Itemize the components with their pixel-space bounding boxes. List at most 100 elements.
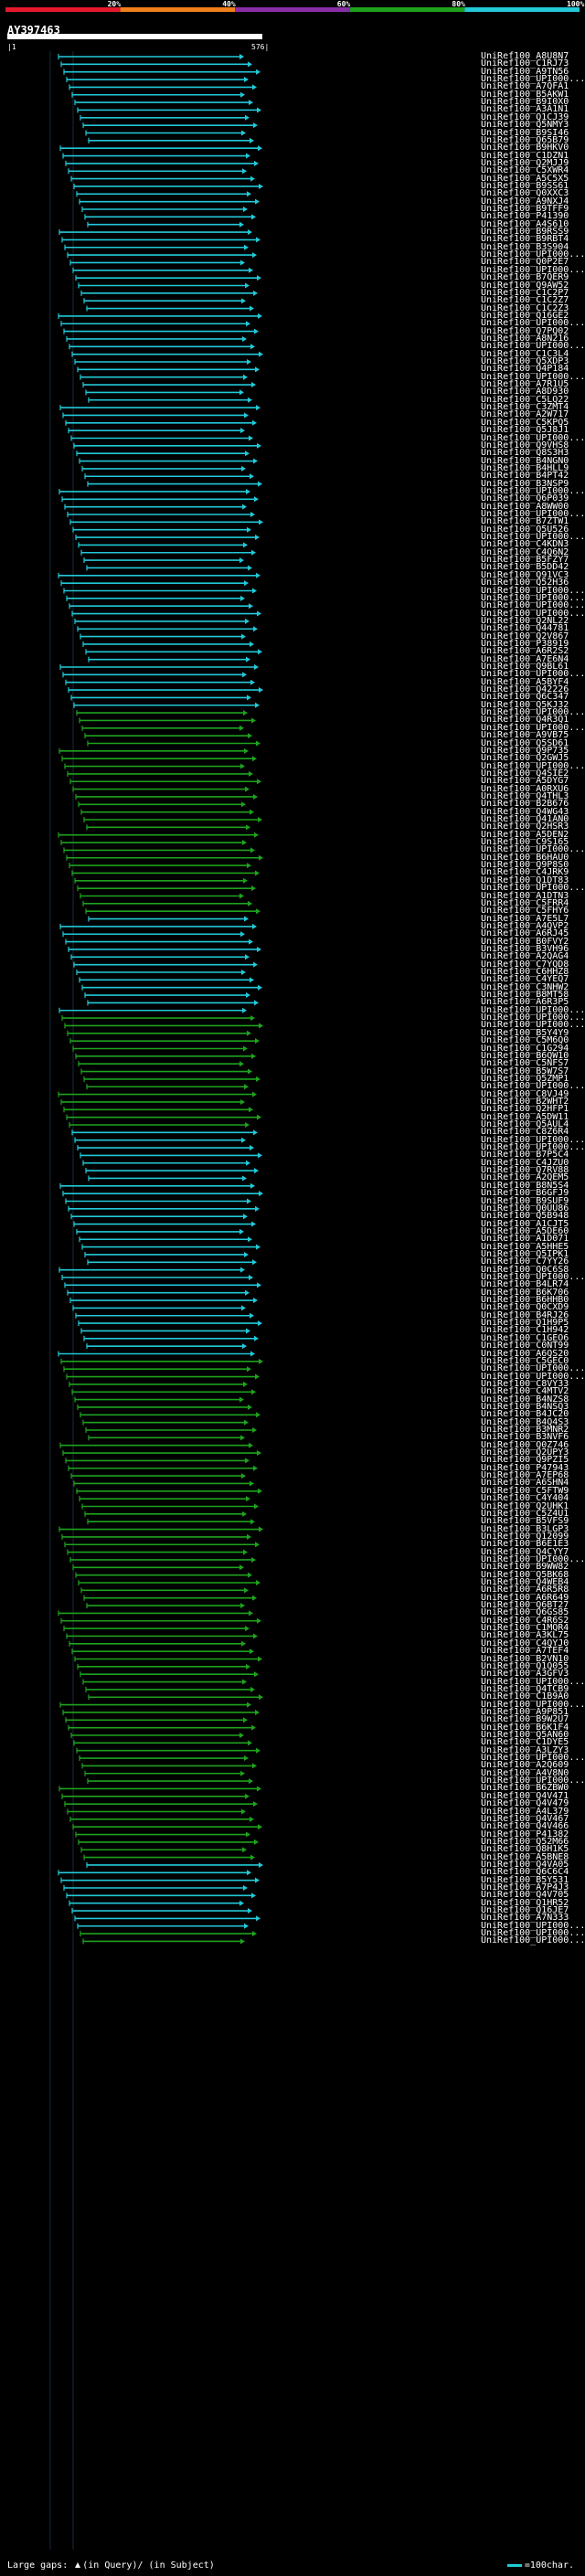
hit-label[interactable]: UniRef100_B9W2U7 <box>481 1714 569 1725</box>
hit-label[interactable]: UniRef100_B4NSQ3 <box>481 1401 569 1412</box>
hit-label[interactable]: UniRef100_Q9P8S0 <box>481 860 569 871</box>
hit-label[interactable]: UniRef100_UPI000... <box>481 532 585 543</box>
hit-label[interactable]: UniRef100_A7N333 <box>481 1913 569 1924</box>
hit-label[interactable]: UniRef100_A6R649 <box>481 1592 569 1603</box>
hit-label[interactable]: UniRef100_UPI000... <box>481 600 585 611</box>
hit-label[interactable]: UniRef100_B2WHT2 <box>481 1096 569 1107</box>
hit-label[interactable]: UniRef100_C1GEO6 <box>481 1332 569 1343</box>
hit-label[interactable]: UniRef100_C5M6Q0 <box>481 1035 569 1046</box>
hit-label[interactable]: UniRef100_Q52H36 <box>481 578 569 588</box>
hit-label[interactable]: UniRef100_Q5AUL4 <box>481 1119 569 1129</box>
hit-label[interactable]: UniRef100_C1DYE5 <box>481 1737 569 1748</box>
hit-label[interactable]: UniRef100_UPI000... <box>481 760 585 771</box>
hit-label[interactable]: UniRef100_A3LZY3 <box>481 1744 569 1755</box>
hit-label[interactable]: UniRef100_C1C2Z7 <box>481 295 569 306</box>
hit-label[interactable]: UniRef100_A6SHN4 <box>481 1478 569 1489</box>
hit-label[interactable]: UniRef100_A8N216 <box>481 333 569 344</box>
hit-label[interactable]: UniRef100_UPI000... <box>481 1012 585 1023</box>
hit-label[interactable]: UniRef100_B3S904 <box>481 241 569 252</box>
hit-label[interactable]: UniRef100_Q2MJJ9 <box>481 157 569 168</box>
hit-label[interactable]: UniRef100_Q5NMY3 <box>481 120 569 131</box>
hit-label[interactable]: UniRef100_Q2NL22 <box>481 615 569 626</box>
hit-label[interactable]: UniRef100_B4HLL9 <box>481 462 569 473</box>
hit-label[interactable]: UniRef100_UPI000... <box>481 1676 585 1687</box>
hit-label[interactable]: UniRef100_Q5IPK1 <box>481 1248 569 1259</box>
hit-label[interactable]: UniRef100_Q2UPY3 <box>481 1447 569 1458</box>
hit-label[interactable]: UniRef100_UPI000... <box>481 249 585 260</box>
hit-label[interactable]: UniRef100_A2QEM5 <box>481 1172 569 1183</box>
hit-label[interactable]: UniRef100_UPI000... <box>481 1928 585 1939</box>
hit-label[interactable]: UniRef100_B9SUF9 <box>481 1195 569 1206</box>
hit-label[interactable]: UniRef100_B0FVY2 <box>481 936 569 947</box>
hit-label[interactable]: UniRef100_B5FZY7 <box>481 555 569 566</box>
hit-label[interactable]: UniRef100_Q5AN60 <box>481 1730 569 1740</box>
hit-label[interactable]: UniRef100_C1DZN1 <box>481 150 569 161</box>
hit-label[interactable]: UniRef100_C4JZU0 <box>481 1157 569 1168</box>
hit-label[interactable]: UniRef100_Q44781 <box>481 623 569 634</box>
hit-label[interactable]: UniRef100_A9VB75 <box>481 730 569 741</box>
hit-label[interactable]: UniRef100_P47943 <box>481 1462 569 1473</box>
hit-label[interactable]: UniRef100_UPI000... <box>481 592 585 603</box>
hit-label[interactable]: UniRef100_UPI000... <box>481 722 585 733</box>
hit-label[interactable]: UniRef100_A8D930 <box>481 387 569 398</box>
hit-label[interactable]: UniRef100_A5C5X5 <box>481 173 569 184</box>
hit-label[interactable]: UniRef100_Q9BL61 <box>481 662 569 672</box>
hit-label[interactable]: UniRef100_A0RXU6 <box>481 783 569 794</box>
hit-label[interactable]: UniRef100_Q4R3Q1 <box>481 715 569 726</box>
hit-label[interactable]: UniRef100_Q9PZI5 <box>481 1455 569 1466</box>
hit-label[interactable]: UniRef100_A3A1N1 <box>481 104 569 115</box>
hit-label[interactable]: UniRef100_B4LR74 <box>481 1279 569 1290</box>
hit-label[interactable]: UniRef100_UPI000... <box>481 1753 585 1764</box>
hit-label[interactable]: UniRef100_B3VH96 <box>481 943 569 954</box>
hit-label[interactable]: UniRef100_UPI000... <box>481 1371 585 1382</box>
hit-label[interactable]: UniRef100_UPI000... <box>481 1699 585 1710</box>
hit-label[interactable]: UniRef100_UPI000... <box>481 74 585 85</box>
hit-label[interactable]: UniRef100_C4JRK9 <box>481 867 569 878</box>
hit-label[interactable]: UniRef100_C5FHY6 <box>481 906 569 917</box>
hit-label[interactable]: UniRef100_B6HHB0 <box>481 1295 569 1306</box>
hit-label[interactable]: UniRef100_B4PT42 <box>481 471 569 482</box>
hit-label[interactable]: UniRef100_Q1H9P5 <box>481 1318 569 1329</box>
hit-label[interactable]: UniRef100_B9RBT4 <box>481 234 569 245</box>
hit-label[interactable]: UniRef100_B6ZBW0 <box>481 1783 569 1794</box>
hit-label[interactable]: UniRef100_Q9AW52 <box>481 280 569 291</box>
hit-label[interactable]: UniRef100_UPI000... <box>481 341 585 352</box>
hit-label[interactable]: UniRef100_Q91VC3 <box>481 569 569 580</box>
hit-label[interactable]: UniRef100_Q4THL3 <box>481 790 569 801</box>
hit-label[interactable]: UniRef100_C0NT99 <box>481 1341 569 1352</box>
hit-label[interactable]: UniRef100_C1C3L4 <box>481 348 569 359</box>
hit-label[interactable]: UniRef100_C5NFS7 <box>481 1058 569 1069</box>
hit-label[interactable]: UniRef100_A6R3P5 <box>481 997 569 1008</box>
hit-label[interactable]: UniRef100_A4L379 <box>481 1806 569 1817</box>
hit-label[interactable]: UniRef100_C1C2P7 <box>481 287 569 298</box>
hit-label[interactable]: UniRef100_Q2V867 <box>481 631 569 641</box>
hit-label[interactable]: UniRef100_A6R2S2 <box>481 646 569 657</box>
hit-label[interactable]: UniRef100_Q1DT83 <box>481 875 569 885</box>
hit-label[interactable]: UniRef100_A4QVP2 <box>481 920 569 931</box>
hit-label[interactable]: UniRef100_Q4V467 <box>481 1813 569 1824</box>
hit-label[interactable]: UniRef100_C8VY33 <box>481 1378 569 1389</box>
hit-label[interactable]: UniRef100_Q6C347 <box>481 692 569 703</box>
hit-label[interactable]: UniRef100_A5DYG7 <box>481 776 569 787</box>
hit-label[interactable]: UniRef100_Q0C6S8 <box>481 1264 569 1275</box>
hit-label[interactable]: UniRef100_Q4V466 <box>481 1821 569 1832</box>
hit-label[interactable]: UniRef100_B5AKW1 <box>481 89 569 100</box>
hit-label[interactable]: UniRef100_B5DD42 <box>481 562 569 573</box>
hit-label[interactable]: UniRef100_A5DE60 <box>481 1225 569 1236</box>
hit-label[interactable]: UniRef100_A6R5R8 <box>481 1585 569 1595</box>
hit-label[interactable]: UniRef100_C1G294 <box>481 1043 569 1054</box>
hit-label[interactable]: UniRef100_P38919 <box>481 638 569 649</box>
hit-label[interactable]: UniRef100_B3NSP9 <box>481 478 569 489</box>
hit-label[interactable]: UniRef100_A9TN56 <box>481 66 569 77</box>
hit-label[interactable]: UniRef100_UPI000... <box>481 485 585 496</box>
hit-label[interactable]: UniRef100_A6QS20 <box>481 1348 569 1359</box>
hit-label[interactable]: UniRef100_B5Y4Y9 <box>481 1027 569 1038</box>
hit-label[interactable]: UniRef100_Q4WG43 <box>481 806 569 817</box>
hit-label[interactable]: UniRef100_UPI000... <box>481 318 585 329</box>
hit-label[interactable]: UniRef100_A9NXJ4 <box>481 196 569 207</box>
hit-label[interactable]: UniRef100_Q9VHS8 <box>481 440 569 451</box>
hit-label[interactable]: UniRef100_B9HKV0 <box>481 143 569 154</box>
hit-label[interactable]: UniRef100_C1H942 <box>481 1325 569 1336</box>
hit-label[interactable]: UniRef100_B2B676 <box>481 799 569 810</box>
hit-label[interactable]: UniRef100_B7QER9 <box>481 272 569 283</box>
